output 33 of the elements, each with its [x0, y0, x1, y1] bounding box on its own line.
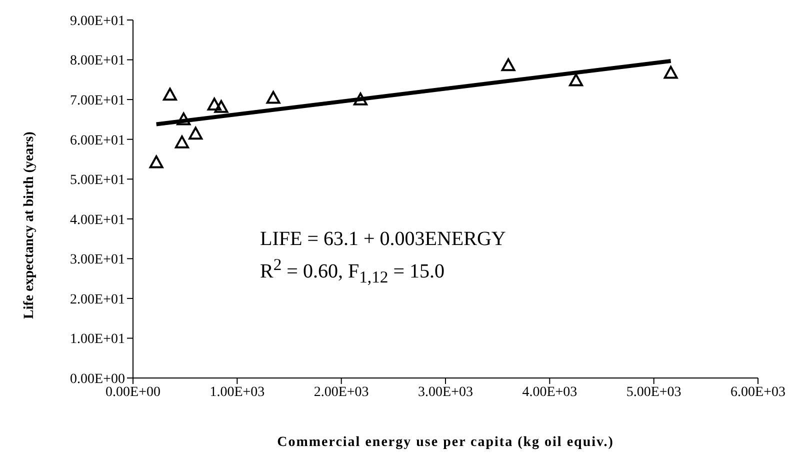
x-tick-label: 3.00E+03: [418, 384, 473, 400]
y-tick-label: 4.00E+01: [70, 212, 125, 228]
point: [176, 112, 191, 126]
x-tick-label: 2.00E+03: [314, 384, 369, 400]
point: [149, 155, 164, 168]
y-tick-label: 7.00E+01: [70, 94, 125, 109]
x-tick-label: 4.00E+03: [522, 384, 578, 400]
y-tick-label: 3.00E+01: [70, 252, 125, 268]
point: [214, 100, 228, 113]
point: [354, 92, 368, 106]
annotation: R$^{2}$ = 0.60, F$_{1,12}$ = 15.0: [260, 254, 446, 289]
x-tick-label: 1.00E+03: [210, 384, 265, 400]
y-tick-label: 8.00E+01: [70, 54, 125, 69]
point: [664, 66, 678, 79]
x-tick-label: 5.00E+03: [626, 384, 682, 400]
x-tick-label: 6.00E+03: [730, 384, 786, 400]
y-tick-label: 1.00E+01: [70, 332, 125, 348]
y-tick-label: 6.00E+01: [70, 133, 125, 148]
y-axis-title: Life expectancy at birth (years): [22, 131, 37, 319]
y-tick-label: 0.00E+00: [70, 372, 125, 387]
point: [266, 90, 280, 104]
y-tick-label: 2.00E+01: [70, 292, 125, 308]
annotation: LIFE = 63.1 + 0.003ENERGY: [260, 227, 506, 252]
x-tick-label: 0.00E+00: [106, 384, 160, 400]
point: [207, 98, 222, 111]
point: [162, 88, 177, 101]
point: [569, 73, 584, 86]
y-tick-label: 9.00E+01: [70, 14, 125, 29]
point: [501, 58, 516, 72]
point: [188, 126, 203, 140]
point: [174, 136, 189, 148]
x-axis-title: Commercial energy use per capita (kg oil equiv.): [277, 435, 614, 450]
y-tick-label: 5.00E+01: [70, 173, 125, 188]
